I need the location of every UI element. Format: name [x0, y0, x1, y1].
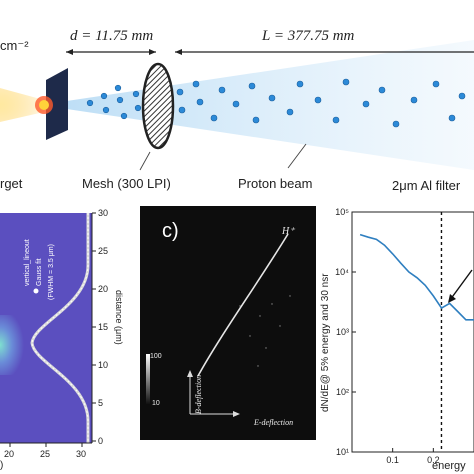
legend-entry-fwhm: (FWHM = 3.5 μm) [48, 244, 55, 300]
proton-beam-pointer [287, 143, 307, 169]
filter-label: 2μm Al filter [392, 178, 461, 193]
fluence-unit: cm⁻² [0, 38, 29, 53]
d-label: d = 11.75 mm [70, 28, 154, 44]
panel-a-right-ticks: 30 25 20 15 10 5 0 [98, 205, 118, 455]
panel-c-image [140, 206, 316, 440]
x-tick-label: 0.2 [427, 455, 440, 465]
tick-15: 15 [98, 322, 109, 332]
mesh-pointer [139, 151, 151, 171]
mesh-label: Mesh (300 LPI) [82, 176, 171, 191]
y-tick-label: 10¹ [336, 447, 349, 457]
proton-beam-label: Proton beam [238, 176, 313, 191]
tick-20: 20 [98, 284, 109, 294]
tick-30: 30 [98, 208, 109, 218]
panel-a-right-axis-label: distance (μm) [114, 290, 124, 345]
target-foil [46, 68, 68, 140]
tick-25: 25 [98, 246, 109, 256]
spectrum-chart: 10⁵ 10⁴ 10³ 10² 10¹ 0.1 0.2 [335, 207, 474, 465]
colorbar-tick-10: 10 [152, 400, 160, 407]
legend-marker [33, 288, 39, 294]
spectrum-line [359, 233, 474, 321]
y-tick-label: 10² [336, 387, 349, 397]
tick-0: 0 [98, 436, 104, 446]
setup-schematic [0, 40, 474, 171]
proton-particles [86, 78, 466, 128]
tick-10: 10 [98, 360, 109, 370]
laser-beam [0, 88, 44, 122]
panel-a-legend: vertical_lineout Gauss fit (FWHM = 3.5 μ… [24, 239, 94, 316]
legend-entry-gauss: Gauss fit [36, 258, 43, 286]
plot-frame [351, 211, 474, 453]
panel-a-bottom-tick-30: 30 [76, 449, 87, 459]
chart-y-label: dN/dE@ 5% energy and 30 nsr [320, 273, 331, 412]
colorbar-tick-100: 100 [150, 353, 162, 360]
y-tick-label: 10³ [336, 327, 349, 337]
y-tick-label: 10⁵ [335, 207, 349, 217]
tick-5: 5 [98, 398, 104, 408]
x-tick-label: 0.1 [386, 455, 399, 465]
noise-dots [239, 295, 291, 367]
y-tick-label: 10⁴ [335, 267, 349, 277]
panel-a-bottom-label: ) [0, 460, 4, 471]
L-label: L = 377.75 mm [262, 28, 355, 44]
target-label: rget [0, 176, 23, 191]
panel-a-bottom-tick-25: 25 [40, 449, 51, 459]
panel-a-image [0, 212, 96, 447]
legend-entry-lineout: vertical_lineout [24, 239, 31, 286]
colorbar [146, 354, 150, 404]
panel-c-label: c) [162, 220, 179, 242]
annotation-arrow [449, 269, 473, 301]
proton-beam-cone [60, 40, 474, 170]
e-deflection-label: E-deflection [254, 418, 294, 427]
gauss-fit-curve [30, 213, 90, 443]
mesh-disc [141, 62, 175, 150]
b-deflection-label: B-deflection [194, 374, 203, 414]
laser-spot-icon [35, 96, 53, 114]
species-label: H⁺ [282, 226, 295, 237]
annotation-arrowhead [448, 294, 456, 303]
chart-x-label: energy [432, 460, 466, 472]
proton-parabola [197, 233, 289, 377]
panel-a-bottom-tick-20: 20 [4, 449, 15, 459]
